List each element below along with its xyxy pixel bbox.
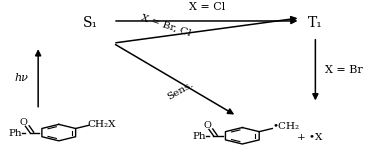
Text: CH₂X: CH₂X — [88, 120, 116, 128]
Text: Ph: Ph — [9, 129, 23, 138]
Text: O: O — [20, 118, 27, 127]
Text: hν: hν — [14, 73, 28, 83]
Text: S₁: S₁ — [83, 16, 98, 30]
Text: + •X: + •X — [297, 133, 323, 142]
Text: X = Br, Cl: X = Br, Cl — [139, 13, 192, 37]
Text: X = Cl: X = Cl — [189, 2, 225, 12]
Text: •CH₂: •CH₂ — [273, 122, 300, 131]
Text: X = Br: X = Br — [324, 65, 362, 75]
Text: T₁: T₁ — [308, 16, 323, 30]
Text: Ph: Ph — [193, 132, 206, 141]
Text: O: O — [203, 121, 211, 130]
Text: Sens.: Sens. — [166, 80, 195, 102]
